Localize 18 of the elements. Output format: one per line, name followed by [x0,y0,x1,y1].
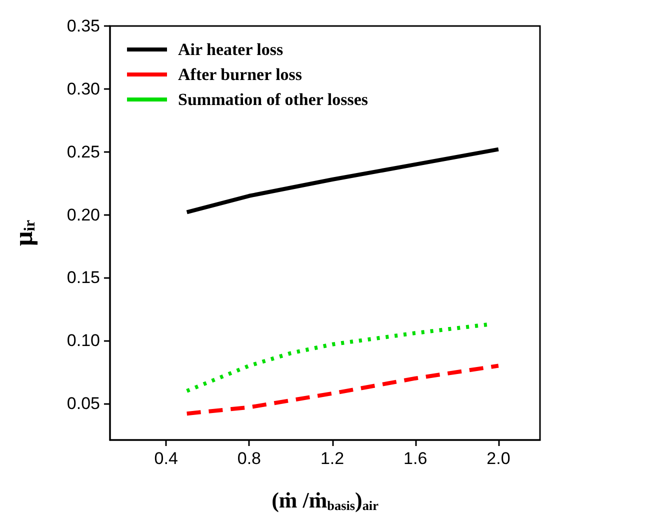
y-tick-label: 0.15 [66,268,100,288]
x-tick-label: 2.0 [486,449,510,468]
y-tick-label: 0.20 [66,205,100,224]
y-tick-label: 0.30 [66,79,100,98]
y-tick-label: 0.25 [66,142,100,162]
y-tick-label: 0.05 [66,394,100,414]
legend-label: Air heater loss [178,40,284,59]
y-tick-label: 0.10 [66,331,100,350]
legend-label: After burner loss [178,65,302,84]
line-series [184,147,500,214]
legend-label: Summation of other losses [178,90,368,109]
x-tick-label: 0.4 [154,449,178,468]
y-tick-label: 0.35 [66,16,100,36]
line-series [184,364,500,416]
y-axis-title: μir [9,220,38,246]
x-tick-label: 1.6 [404,449,428,468]
x-tick-label: 1.2 [320,449,344,468]
x-tick-label: 0.8 [237,449,261,468]
